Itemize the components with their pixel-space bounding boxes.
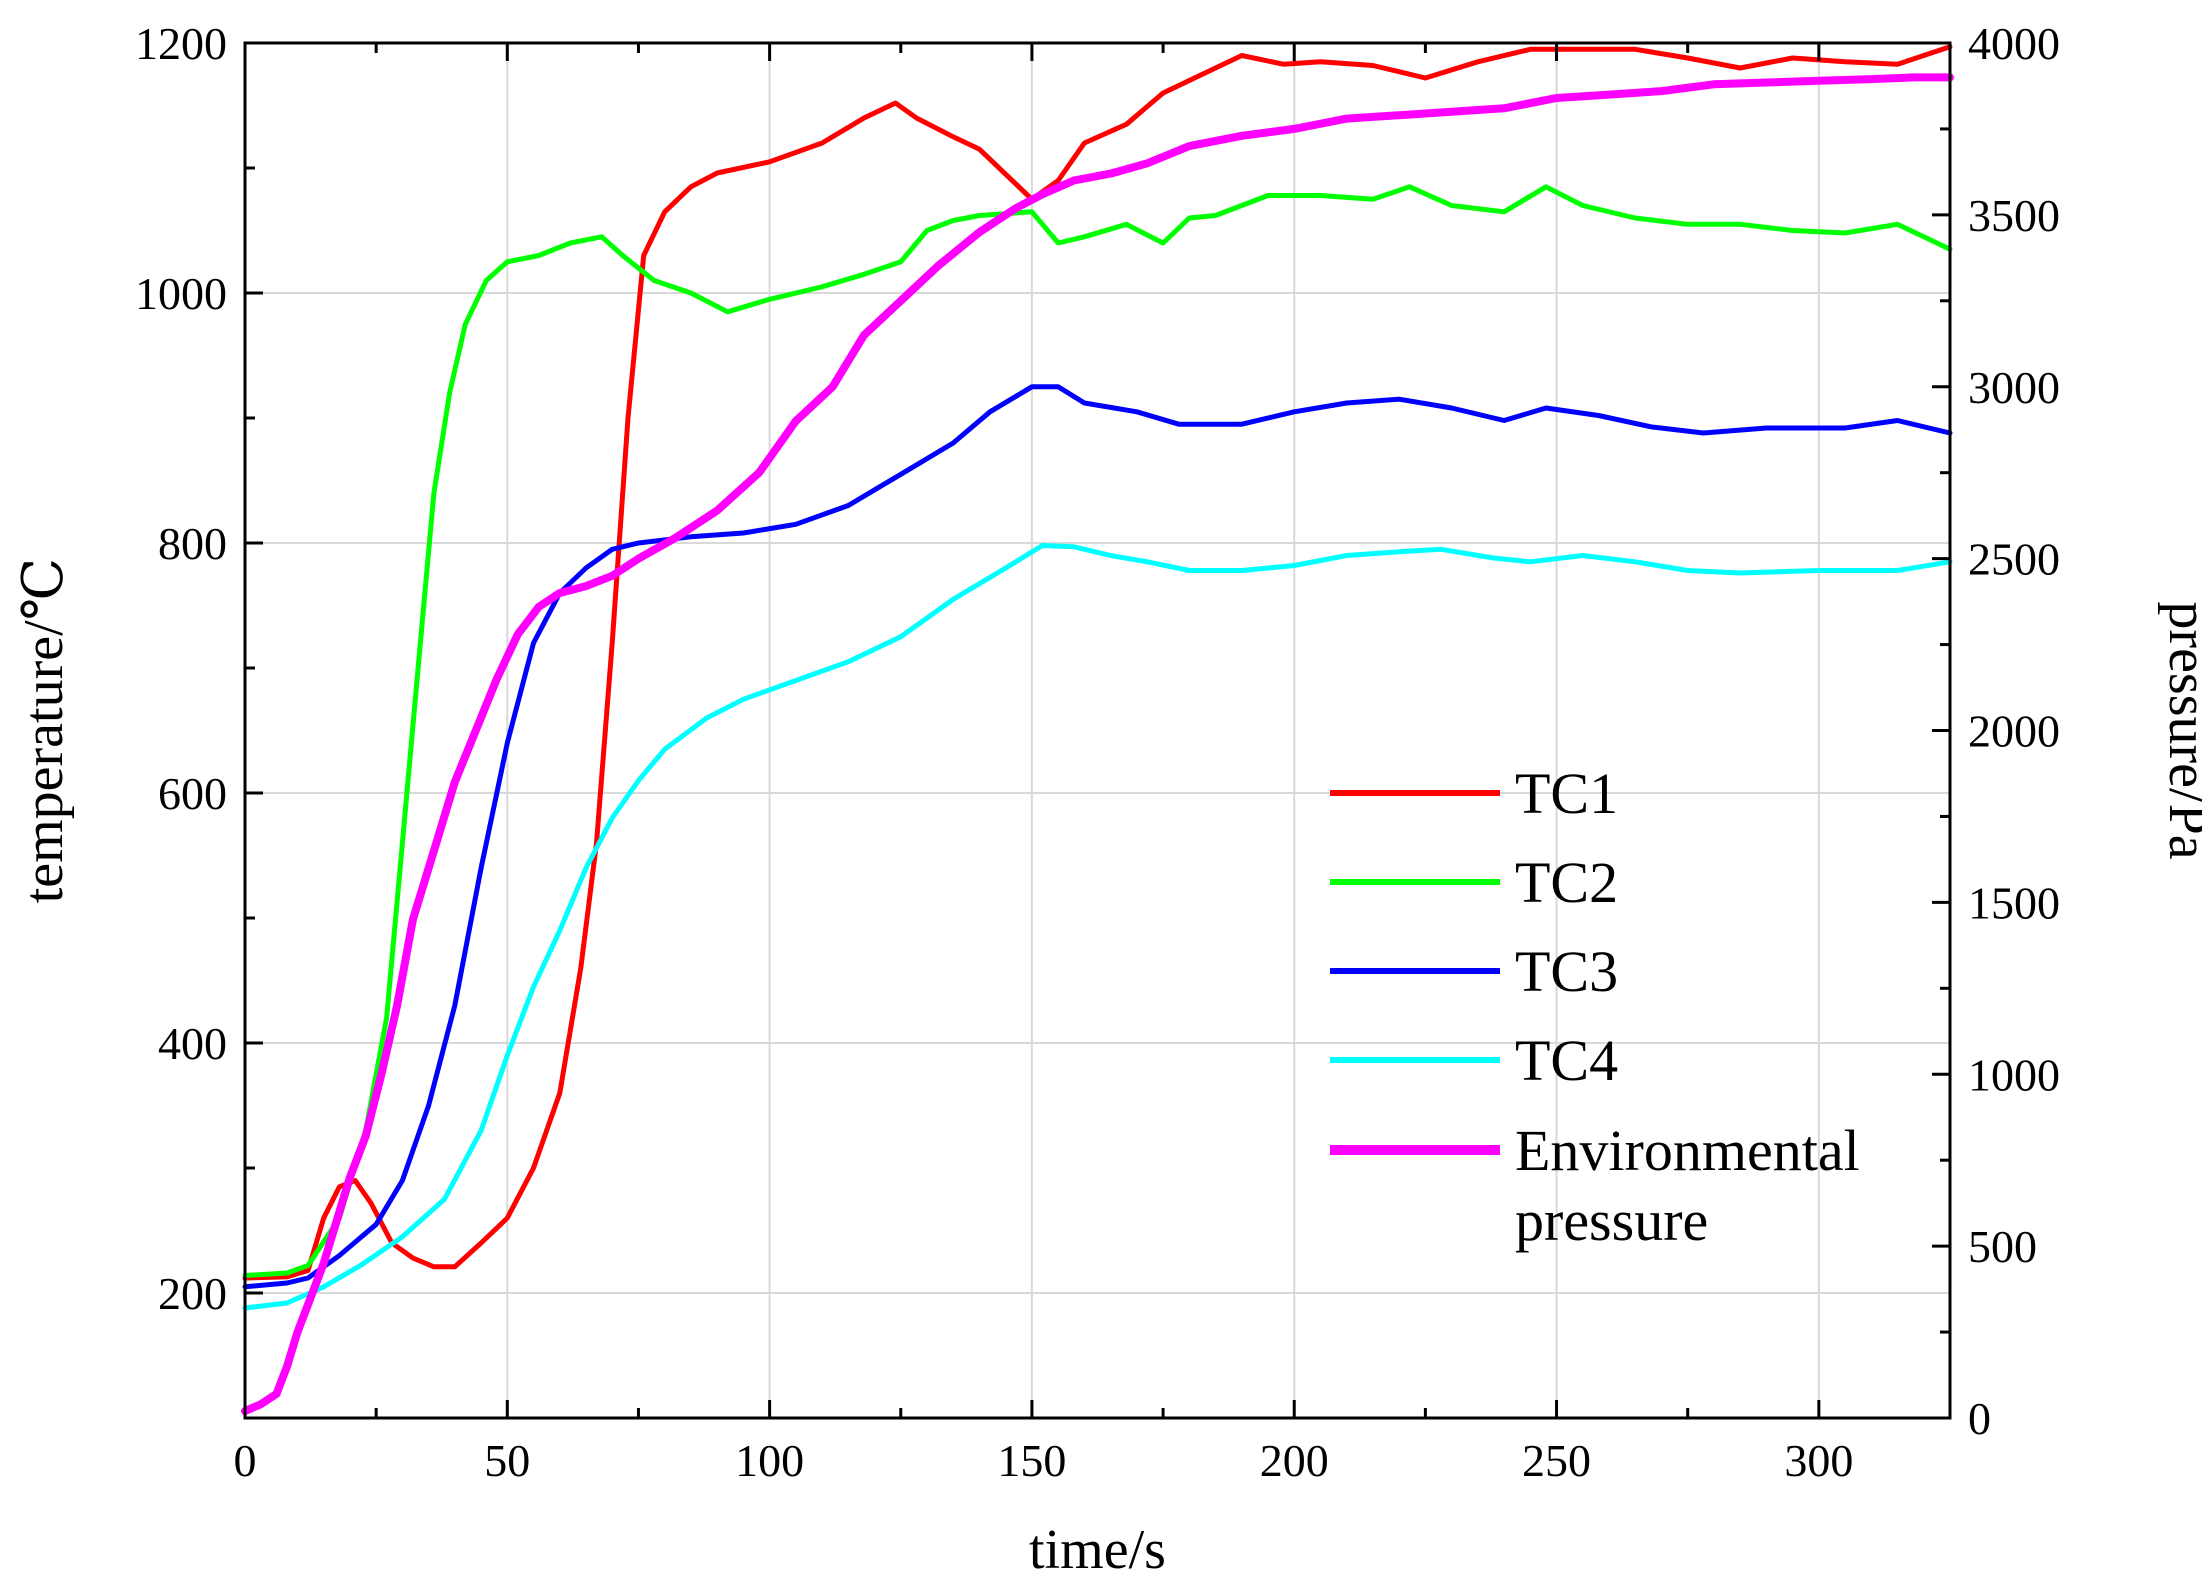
series-line-tc2 [242,184,1953,1278]
y2-tick-label: 0 [1968,1393,1991,1444]
y-tick-label: 400 [158,1018,227,1069]
x-tick-label: 250 [1522,1435,1591,1486]
y-tick-label: 800 [158,518,227,569]
y-tick-label: 1200 [135,18,227,69]
y-tick-label: 200 [158,1268,227,1319]
series-group [241,44,1954,1416]
legend-label-tc4: TC4 [1515,1028,1618,1093]
x-tick-label: 300 [1784,1435,1853,1486]
legend-label-tc1: TC1 [1515,761,1618,826]
y2-tick-label: 2000 [1968,706,2060,757]
x-axis-title: time/s [1029,1519,1166,1581]
x-tick-label: 0 [234,1435,257,1486]
series-line-tc3 [242,384,1953,1290]
legend: TC1 TC2 TC3 TC4 Environmental pressure [1330,761,1860,1253]
y2-axis-title: pressure/Pa [2157,601,2202,859]
y-tick-label: 600 [158,768,227,819]
y2-tick-label: 4000 [1968,18,2060,69]
y2-tick-label: 1500 [1968,877,2060,928]
y-axis-title: temperature/℃ [13,558,75,904]
x-tick-label: 100 [735,1435,804,1486]
y2-tick-label: 2500 [1968,534,2060,585]
legend-label-tc3: TC3 [1515,939,1618,1004]
series-line-environmental-pressure [241,73,1954,1416]
series-line-tc1 [242,44,1953,1281]
legend-label-environmental: Environmental [1515,1118,1860,1183]
y2-tick-label: 1000 [1968,1049,2060,1100]
y2-tick-label: 3000 [1968,362,2060,413]
series-line-tc4 [242,543,1953,1311]
x-tick-label: 200 [1260,1435,1329,1486]
legend-label-pressure: pressure [1515,1188,1708,1253]
ticks: 0 50 100 150 200 250 300 200 400 600 800 1000 1200 0 5… [135,18,2060,1486]
y2-tick-label: 3500 [1968,190,2060,241]
grid [245,43,1950,1418]
y-tick-label: 1000 [135,268,227,319]
y2-tick-label: 500 [1968,1221,2037,1272]
x-tick-label: 50 [484,1435,530,1486]
legend-label-tc2: TC2 [1515,850,1618,915]
x-tick-label: 150 [997,1435,1066,1486]
